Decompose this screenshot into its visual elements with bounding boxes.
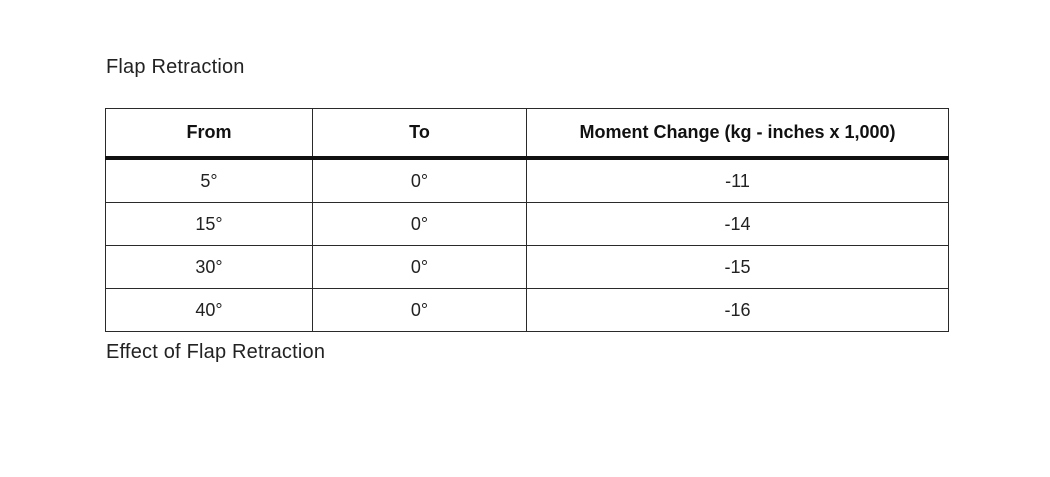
column-header-from: From xyxy=(105,108,313,160)
table-heading: Flap Retraction xyxy=(106,56,245,78)
cell-from: 40° xyxy=(105,288,313,332)
cell-from: 30° xyxy=(105,245,313,289)
table-row: 40° 0° -16 xyxy=(105,288,949,332)
cell-from: 15° xyxy=(105,202,313,246)
cell-to: 0° xyxy=(312,157,527,203)
table-header-row: From To Moment Change (kg - inches x 1,0… xyxy=(105,108,949,160)
cell-from: 5° xyxy=(105,157,313,203)
table-caption: Effect of Flap Retraction xyxy=(106,341,326,363)
flap-retraction-table: From To Moment Change (kg - inches x 1,0… xyxy=(105,108,949,332)
cell-moment-change: -16 xyxy=(526,288,949,332)
cell-moment-change: -15 xyxy=(526,245,949,289)
table-row: 5° 0° -11 xyxy=(105,157,949,203)
cell-moment-change: -11 xyxy=(526,157,949,203)
column-header-moment-change: Moment Change (kg - inches x 1,000) xyxy=(526,108,949,160)
cell-moment-change: -14 xyxy=(526,202,949,246)
cell-to: 0° xyxy=(312,288,527,332)
table-row: 30° 0° -15 xyxy=(105,245,949,289)
column-header-to: To xyxy=(312,108,527,160)
table-row: 15° 0° -14 xyxy=(105,202,949,246)
cell-to: 0° xyxy=(312,202,527,246)
cell-to: 0° xyxy=(312,245,527,289)
